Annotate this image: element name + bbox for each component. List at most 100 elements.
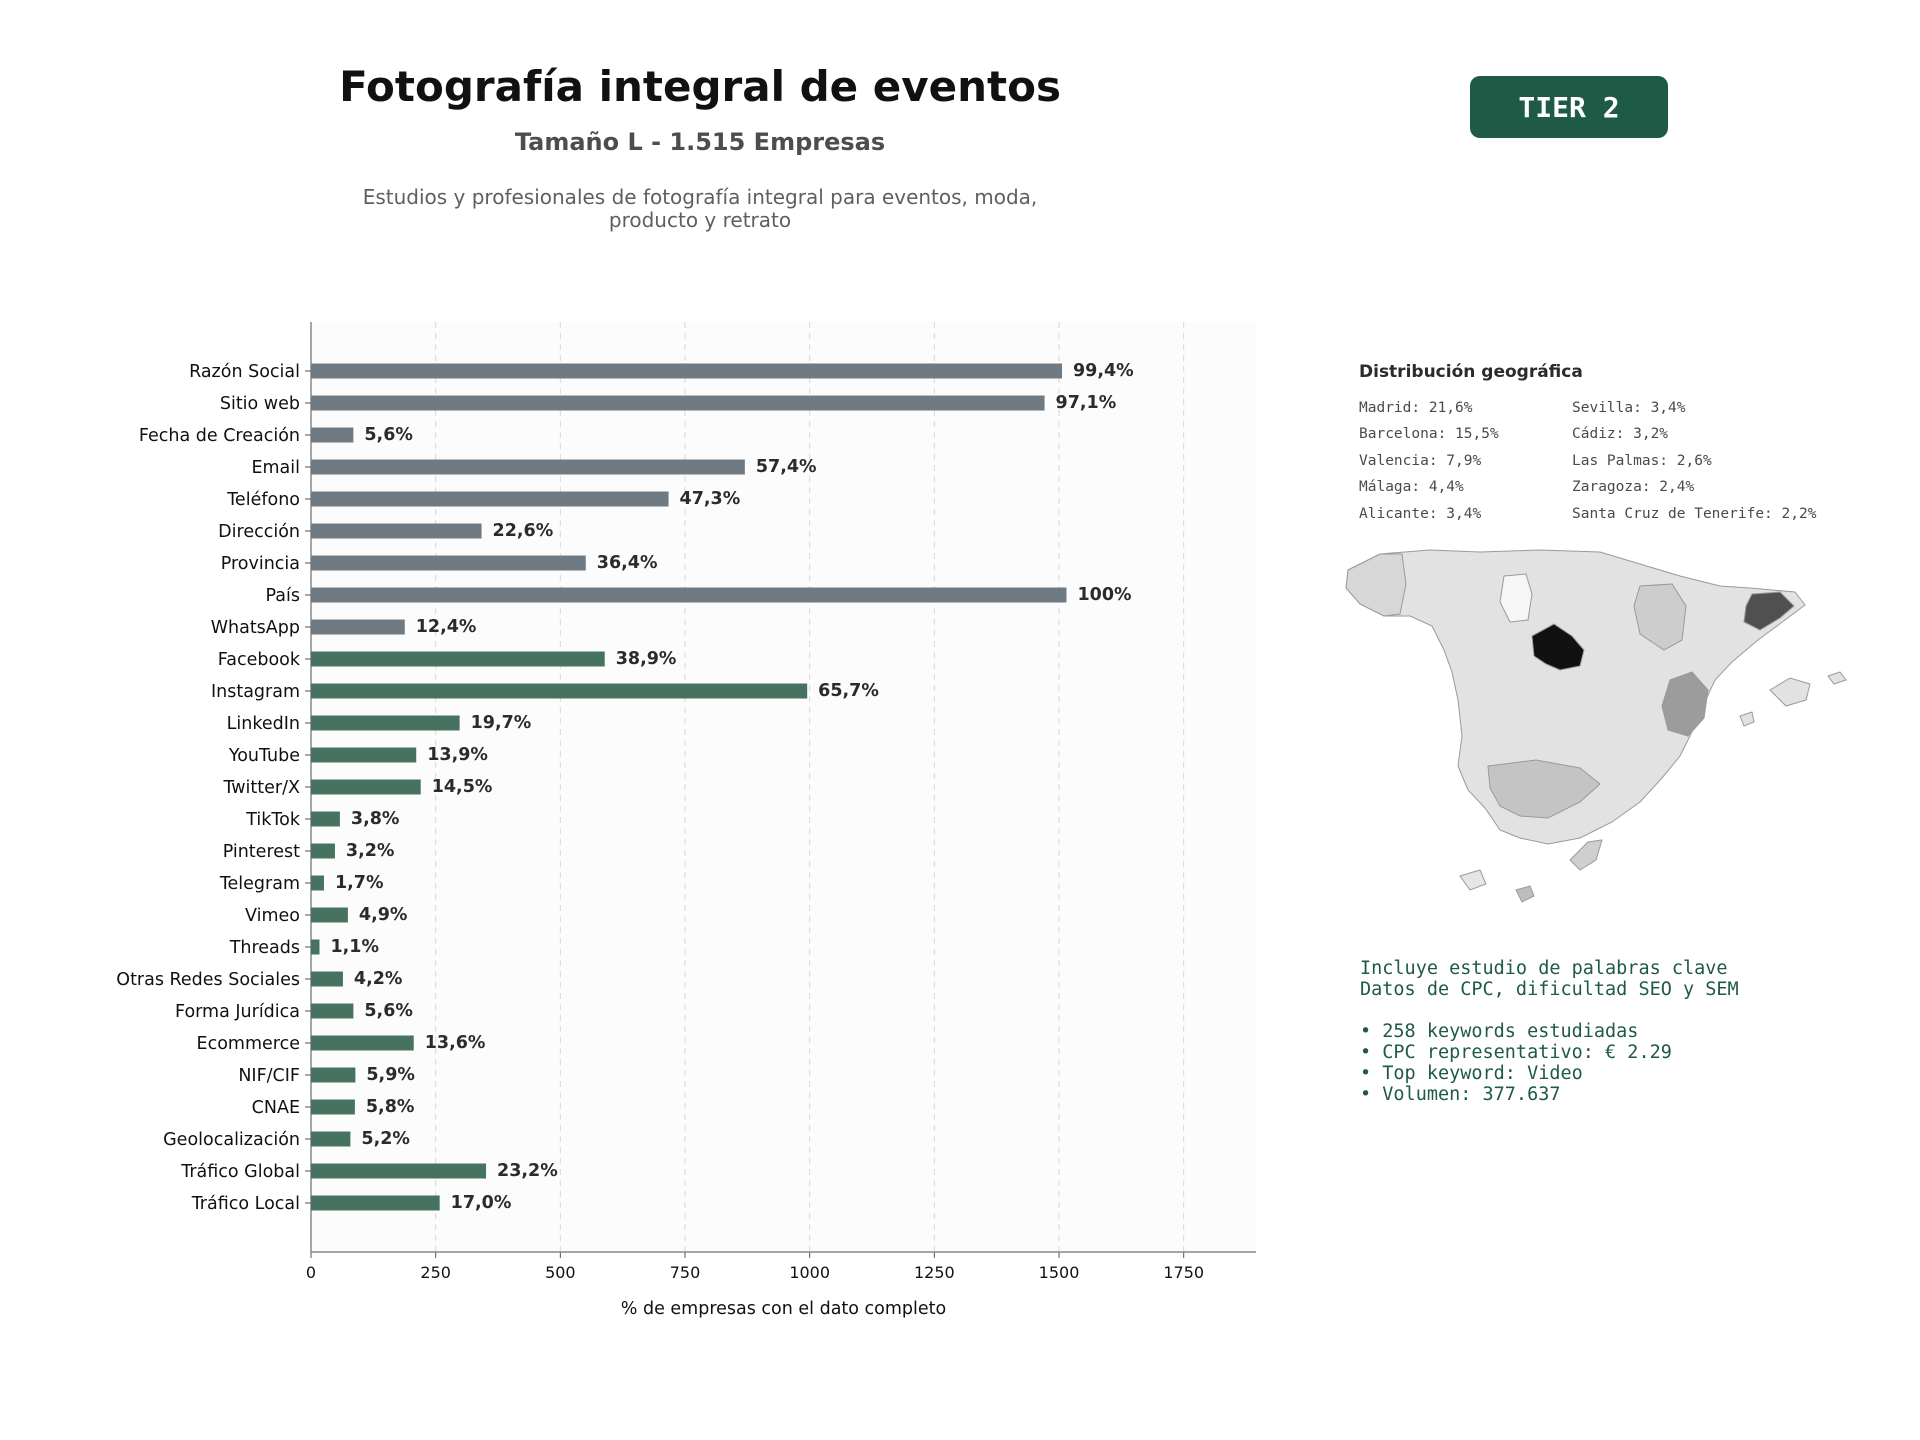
x-tick-label: 1750 — [1163, 1263, 1204, 1282]
bar — [311, 971, 343, 987]
data-label: 38,9% — [616, 649, 677, 669]
geo-item: Zaragoza: 2,4% — [1572, 479, 1695, 496]
y-tick-label: Pinterest — [223, 842, 300, 862]
bar — [311, 427, 354, 443]
data-label: 12,4% — [416, 617, 477, 637]
keywords-intro: Incluye estudio de palabras clave Datos … — [1360, 958, 1739, 1000]
data-label: 4,2% — [354, 969, 403, 989]
data-label: 1,7% — [335, 873, 384, 893]
y-tick-label: Facebook — [218, 650, 301, 670]
data-label: 14,5% — [432, 777, 493, 797]
geo-item: Sevilla: 3,4% — [1572, 400, 1686, 416]
y-tick-label: País — [266, 586, 300, 606]
bar — [311, 1099, 355, 1115]
map-region-galicia — [1345, 553, 1407, 617]
map-peninsula — [1345, 549, 1806, 845]
y-tick-label: NIF/CIF — [238, 1066, 300, 1086]
x-tick-label: 1500 — [1039, 1263, 1080, 1282]
keywords-line: Incluye estudio de palabras clave — [1360, 958, 1728, 979]
data-label: 13,6% — [425, 1033, 486, 1053]
keywords-bullets: • 258 keywords estudiadas • CPC represen… — [1360, 1021, 1672, 1105]
y-tick-label: Razón Social — [189, 362, 300, 382]
x-tick-label: 0 — [306, 1263, 316, 1282]
bar — [311, 491, 669, 507]
geo-item: Barcelona: 15,5% — [1359, 426, 1499, 443]
bar — [311, 715, 460, 731]
bar — [311, 1067, 356, 1083]
y-tick-label: Tráfico Local — [191, 1194, 300, 1214]
page-title: Fotografía integral de eventos — [339, 62, 1061, 111]
geo-item: Málaga: 4,4% — [1359, 479, 1464, 496]
bar — [311, 587, 1067, 603]
data-label: 36,4% — [597, 553, 658, 573]
keyword-bullet: • 258 keywords estudiadas — [1360, 1021, 1639, 1042]
y-tick-label: Sitio web — [220, 394, 300, 414]
bar — [311, 363, 1063, 379]
map-region-barcelona — [1743, 591, 1795, 631]
page-subtitle: Tamaño L - 1.515 Empresas — [514, 128, 886, 156]
geo-item: Cádiz: 3,2% — [1572, 426, 1669, 443]
map-region-valencia — [1661, 671, 1709, 737]
bar — [311, 1163, 487, 1179]
bar — [311, 1003, 354, 1019]
x-tick-label: 750 — [670, 1263, 701, 1282]
data-label: 3,2% — [346, 841, 395, 861]
plot-area — [311, 322, 1256, 1252]
data-label: 5,9% — [366, 1065, 415, 1085]
geo-item: Las Palmas: 2,6% — [1572, 452, 1712, 469]
y-tick-label: YouTube — [228, 746, 300, 766]
y-tick-label: Vimeo — [245, 906, 300, 926]
map-region-madrid — [1531, 623, 1585, 671]
map-region-tenerife — [1515, 885, 1535, 903]
y-tick-label: Tráfico Global — [180, 1162, 300, 1182]
map-region-burgos — [1499, 573, 1533, 623]
x-tick-label: 500 — [545, 1263, 576, 1282]
map-region-canarias-west — [1459, 869, 1487, 891]
y-tick-label: Instagram — [211, 682, 300, 702]
map-region-baleares — [1769, 677, 1811, 707]
bar — [311, 907, 348, 923]
x-tick-label: 250 — [420, 1263, 451, 1282]
bar — [311, 843, 335, 859]
data-label: 5,2% — [361, 1129, 410, 1149]
keyword-bullet: • CPC representativo: € 2.29 — [1360, 1042, 1672, 1063]
bar — [311, 651, 605, 667]
y-tick-label: Teléfono — [226, 490, 300, 510]
y-tick-label: Email — [251, 458, 300, 478]
bar — [311, 1131, 351, 1147]
y-tick-label: Ecommerce — [197, 1034, 300, 1054]
data-label: 19,7% — [471, 713, 532, 733]
data-label: 5,8% — [366, 1097, 415, 1117]
y-tick-label: Dirección — [218, 522, 300, 542]
bar — [311, 619, 405, 635]
y-tick-label: WhatsApp — [211, 618, 300, 638]
x-tick-label: 1000 — [789, 1263, 830, 1282]
bar — [311, 523, 482, 539]
y-tick-label: LinkedIn — [227, 714, 300, 734]
map-region-andalucia — [1487, 759, 1601, 819]
y-tick-label: Telegram — [219, 874, 300, 894]
map-region-canarias-east — [1569, 839, 1603, 871]
y-tick-label: CNAE — [252, 1098, 300, 1118]
geo-item: Santa Cruz de Tenerife: 2,2% — [1572, 505, 1817, 522]
geo-list-left: Madrid: 21,6% Barcelona: 15,5% Valencia:… — [1359, 398, 1499, 530]
description-line: Estudios y profesionales de fotografía i… — [362, 185, 1038, 209]
y-tick-label: Twitter/X — [222, 778, 300, 798]
bar — [311, 779, 421, 795]
spain-map — [1345, 549, 1847, 903]
bar — [311, 683, 808, 699]
bar — [311, 747, 417, 763]
y-tick-label: Otras Redes Sociales — [116, 970, 300, 990]
bar — [311, 395, 1045, 411]
data-label: 65,7% — [818, 681, 879, 701]
data-label: 17,0% — [451, 1193, 512, 1213]
x-tick-label: 1250 — [914, 1263, 955, 1282]
bar — [311, 1195, 440, 1211]
data-label: 99,4% — [1073, 361, 1134, 381]
bar-chart: 0 250 500 750 1000 1250 1500 1750 Razón Social 99… — [116, 322, 1256, 1319]
page-description: Estudios y profesionales de fotografía i… — [340, 186, 1060, 232]
map-region-ibiza — [1739, 711, 1755, 727]
data-label: 5,6% — [364, 425, 413, 445]
bar — [311, 459, 745, 475]
y-tick-label: Fecha de Creación — [139, 426, 300, 446]
